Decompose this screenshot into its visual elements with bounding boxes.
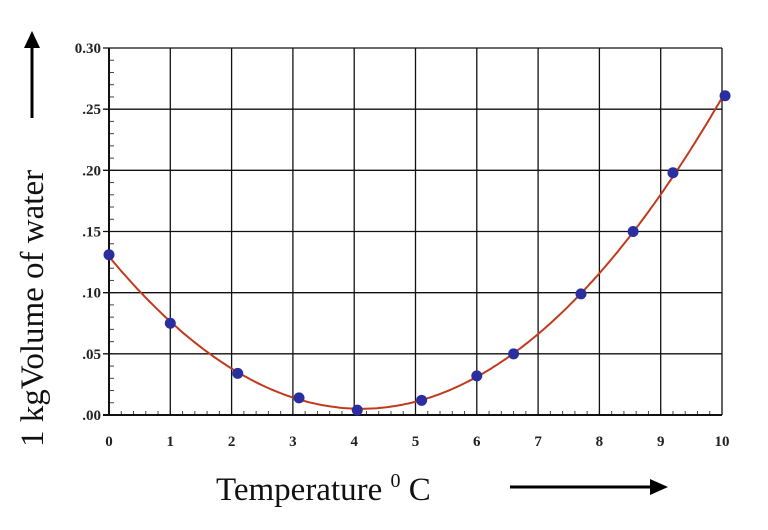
- y-tick-label: .05: [82, 347, 101, 363]
- y-tick-label: .00: [82, 408, 101, 424]
- x-axis-title-unit: C: [409, 472, 431, 508]
- fitted-curve: [108, 91, 726, 410]
- x-tick-label: 8: [596, 434, 604, 450]
- data-point: [351, 404, 363, 416]
- x-tick-label: 4: [350, 434, 358, 450]
- x-tick-label: 2: [228, 434, 236, 450]
- y-tick-label: 0.30: [75, 41, 101, 57]
- x-axis-title-unit-sup: 0: [391, 470, 401, 492]
- x-tick-label: 1: [167, 434, 175, 450]
- x-axis-title-text: Temperature: [216, 472, 382, 508]
- x-tick-label: 9: [657, 434, 665, 450]
- data-point: [719, 90, 731, 102]
- grid: [103, 47, 723, 416]
- data-point: [232, 367, 244, 379]
- y-tick-label: .10: [82, 286, 101, 302]
- x-tick-label: 10: [715, 434, 730, 450]
- y-tick-label: .15: [82, 225, 101, 241]
- data-point: [575, 288, 587, 300]
- data-point: [416, 394, 428, 406]
- data-point: [471, 370, 483, 382]
- x-tick-label: 5: [412, 434, 420, 450]
- y-axis-title: 1 kgVolume of water: [15, 170, 51, 447]
- x-axis-title: Temperature 0 C: [216, 459, 431, 508]
- data-point: [667, 167, 679, 179]
- data-point: [293, 392, 305, 404]
- x-tick-labels: 0 1 2 3 4 5 6 7 8 9 10: [105, 434, 729, 450]
- data-point: [103, 249, 115, 261]
- curve-layer: [108, 91, 726, 410]
- data-point: [164, 317, 176, 329]
- y-tick-label: .25: [82, 102, 101, 118]
- x-tick-label: 7: [534, 434, 542, 450]
- y-tick-label: .20: [82, 163, 101, 179]
- x-tick-label: 0: [105, 434, 113, 450]
- data-point: [627, 226, 639, 237]
- data-point: [508, 348, 520, 360]
- x-tick-label: 3: [289, 434, 297, 450]
- x-axis-arrow: [510, 479, 668, 495]
- y-axis-arrow: [24, 31, 40, 118]
- x-tick-label: 6: [473, 434, 481, 450]
- y-tick-labels: .00 .05 .10 .15 .20 .25 0.30: [75, 41, 101, 424]
- points-layer: [103, 90, 731, 416]
